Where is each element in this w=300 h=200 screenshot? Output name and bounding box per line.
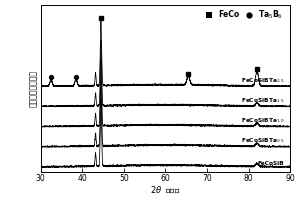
Legend: FeCo, Ta$_5$B$_6$: FeCo, Ta$_5$B$_6$ bbox=[198, 5, 286, 24]
X-axis label: $2\theta$  （度）: $2\theta$ （度） bbox=[150, 185, 181, 195]
Text: FeCoSiB: FeCoSiB bbox=[257, 161, 284, 166]
Y-axis label: 强度（随机单位）: 强度（随机单位） bbox=[29, 70, 38, 107]
Text: FeCoSiBTa$_{1.5}$: FeCoSiBTa$_{1.5}$ bbox=[241, 96, 284, 105]
Text: FeCoSiBTa$_{2.5}$: FeCoSiBTa$_{2.5}$ bbox=[241, 76, 284, 85]
Text: FeCoSiBTa$_{1.0}$: FeCoSiBTa$_{1.0}$ bbox=[241, 116, 284, 125]
Text: FeCoSiBTa$_{0.5}$: FeCoSiBTa$_{0.5}$ bbox=[241, 137, 284, 145]
